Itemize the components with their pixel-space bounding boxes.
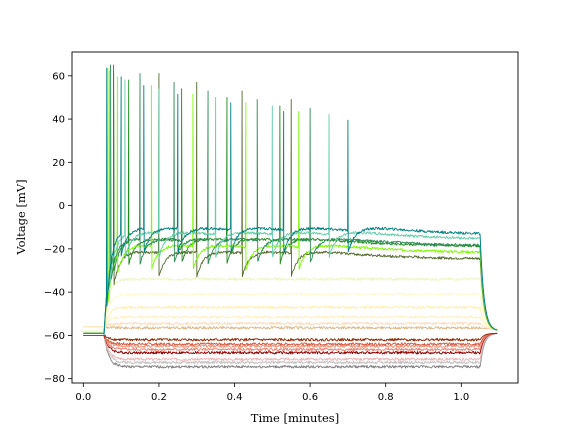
- y-tick-label: 0: [59, 201, 65, 212]
- y-tick-label: 40: [52, 115, 65, 126]
- voltage-trace: [83, 332, 498, 348]
- voltage-trace: [83, 305, 498, 332]
- voltage-trace: [83, 71, 498, 336]
- x-tick-label: 1.0: [453, 392, 469, 403]
- voltage-trace: [83, 333, 498, 361]
- voltage-trace: [83, 332, 498, 346]
- y-axis: −80 −60 −40 −20 0 20 40 60: [44, 71, 72, 385]
- y-axis-label: Voltage [mV]: [14, 179, 28, 255]
- voltage-trace: [83, 333, 498, 369]
- voltage-trace: [83, 332, 498, 342]
- x-axis-label: Time [minutes]: [251, 411, 339, 425]
- voltage-trace: [83, 67, 498, 336]
- y-tick-label: −40: [44, 288, 65, 299]
- x-tick-label: 0.6: [302, 392, 318, 403]
- y-tick-label: 20: [52, 158, 65, 169]
- y-tick-label: −20: [44, 244, 65, 255]
- y-tick-label: −80: [44, 374, 65, 385]
- voltage-trace: [83, 333, 498, 355]
- x-tick-label: 0.8: [378, 392, 394, 403]
- x-tick-label: 0.4: [227, 392, 243, 403]
- voltage-trace: [83, 277, 498, 332]
- plot-area-frame: [71, 51, 519, 384]
- voltage-trace: [83, 332, 498, 352]
- x-axis: 0.0 0.2 0.4 0.6 0.8 1.0: [75, 383, 469, 403]
- voltage-trace: [83, 321, 498, 330]
- x-tick-label: 0.0: [75, 392, 91, 403]
- x-tick-label: 0.2: [151, 392, 167, 403]
- y-tick-label: −60: [44, 331, 65, 342]
- y-tick-label: 60: [52, 71, 65, 82]
- voltage-trace: [83, 292, 498, 332]
- traces-layer: [83, 64, 498, 369]
- voltage-trace: [83, 67, 498, 334]
- voltage-trace: [83, 326, 498, 330]
- voltage-trace: [83, 315, 498, 330]
- voltage-trace: [83, 333, 498, 365]
